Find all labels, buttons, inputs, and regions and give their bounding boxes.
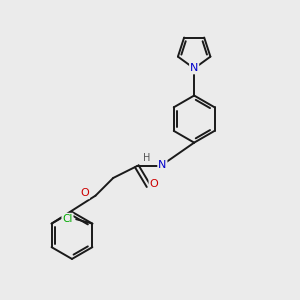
Text: N: N	[158, 160, 166, 170]
Text: O: O	[149, 179, 158, 190]
Text: N: N	[190, 63, 198, 74]
Text: O: O	[80, 188, 89, 198]
Text: H: H	[143, 153, 151, 163]
Text: Cl: Cl	[62, 214, 73, 224]
